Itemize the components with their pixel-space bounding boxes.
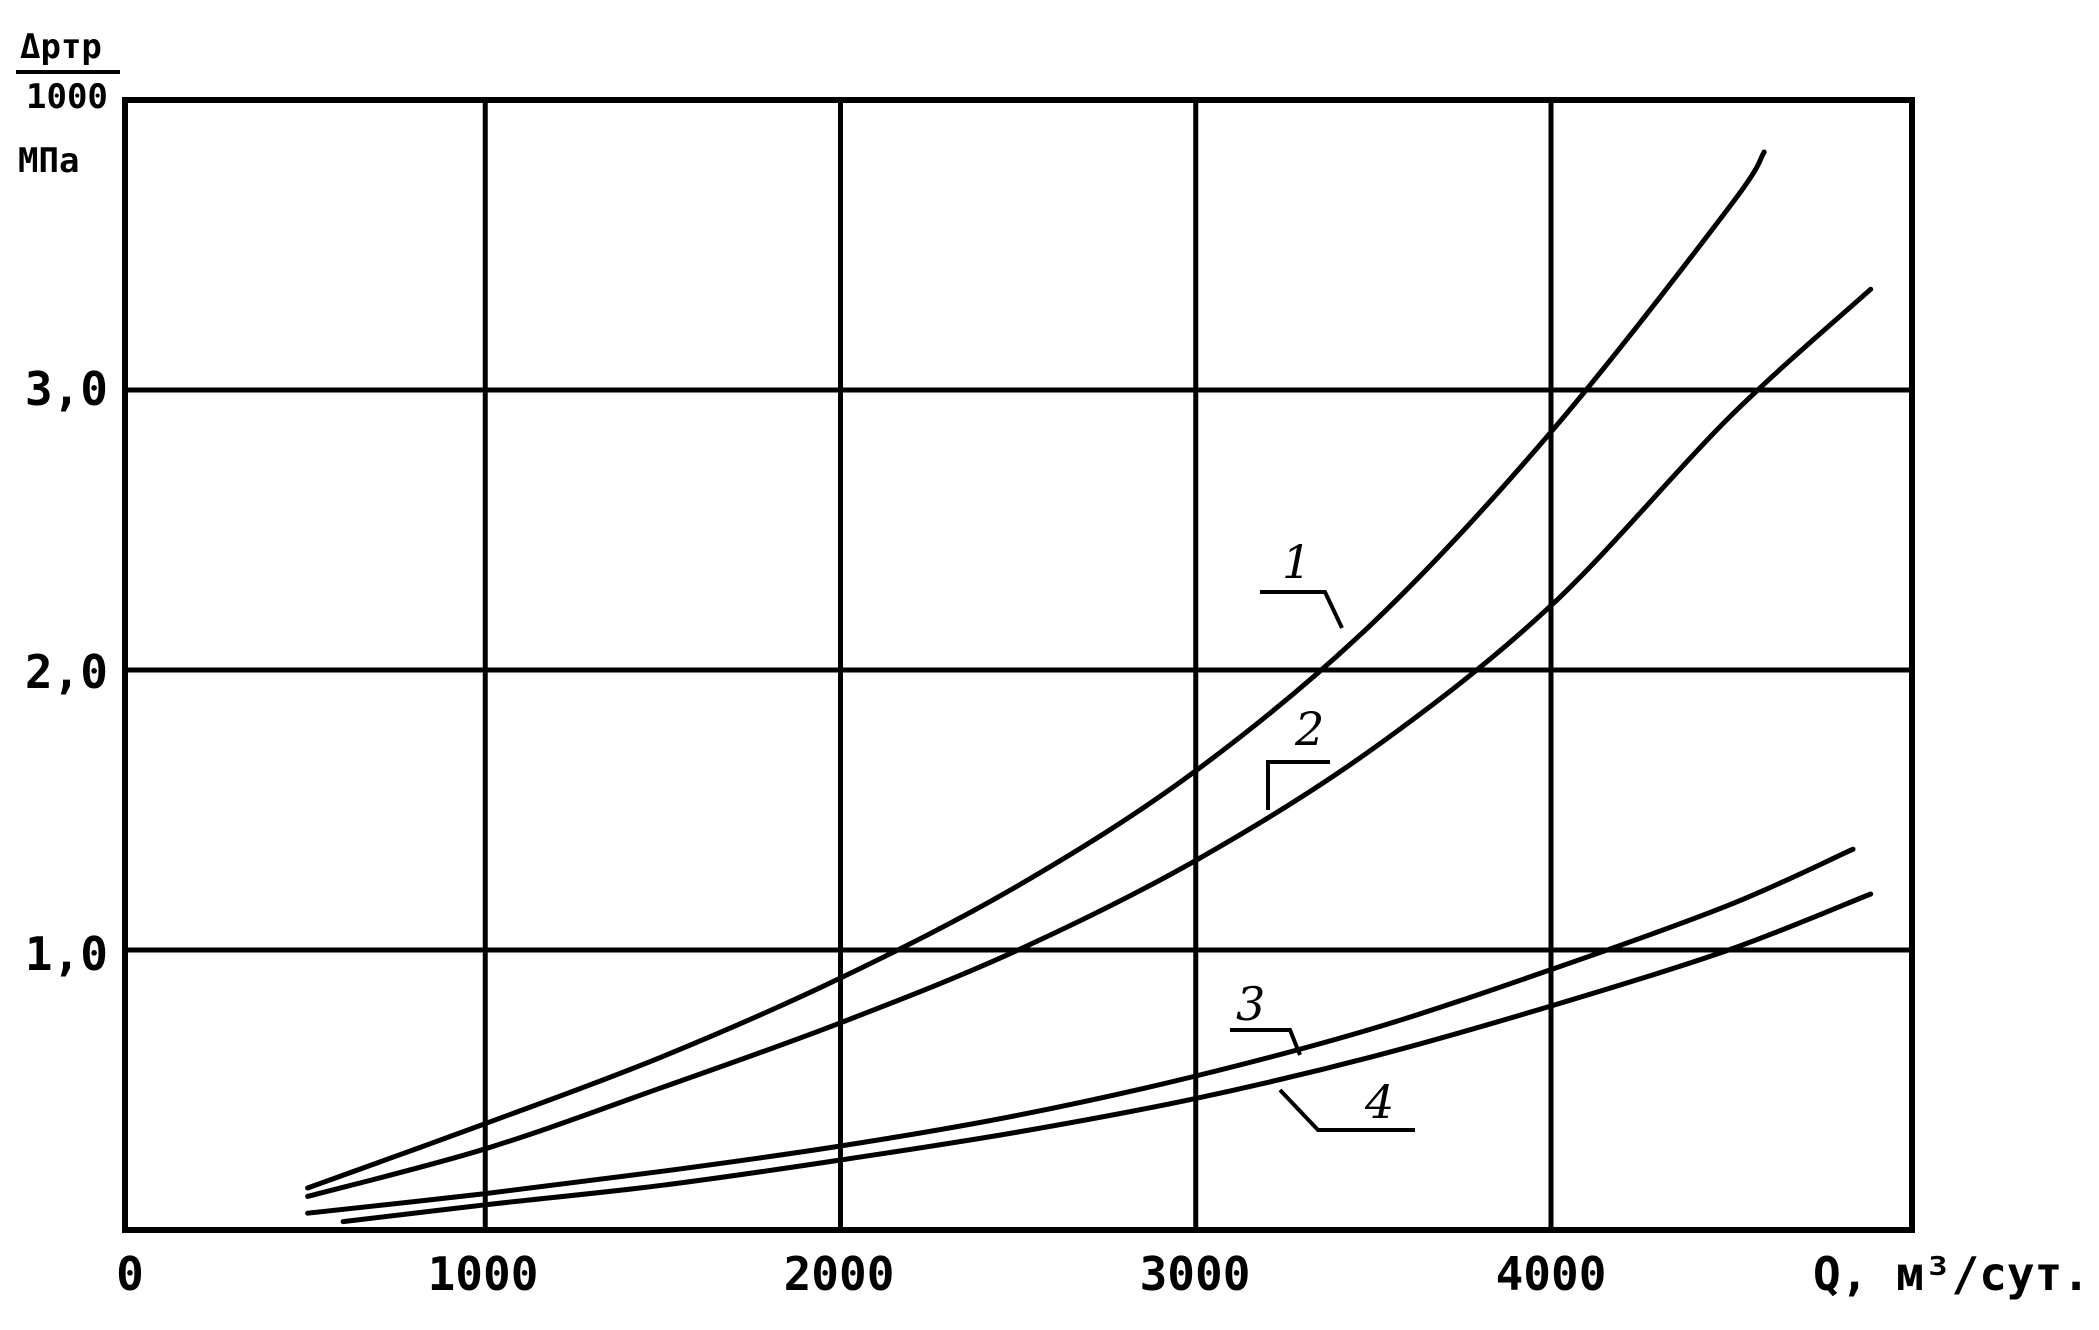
y-axis-label-unit: МПа (18, 141, 79, 181)
curve-label-4-leader (1278, 1088, 1415, 1132)
series-layer (305, 149, 1874, 1225)
x-axis-label: Q, м³/сут. (1813, 1247, 2090, 1301)
curve-label-4: 4 (1278, 1075, 1415, 1132)
y-axis-label-numerator: Δpтр (20, 27, 102, 67)
y-tick-label-3: 3,0 (25, 362, 108, 416)
series-line-4 (340, 891, 1874, 1225)
x-tick-label-1000: 1000 (428, 1247, 539, 1301)
curve-label-1: 1 (1260, 535, 1344, 629)
x-tick-label-2000: 2000 (784, 1247, 895, 1301)
plot-frame (122, 97, 1915, 1233)
curve-label-2: 2 (1266, 702, 1330, 810)
y-tick-label-1: 1,0 (25, 927, 108, 981)
y-axis-label-denominator: 1000 (26, 77, 108, 117)
curve-label-2-leader (1266, 760, 1330, 810)
curve-label-3-leader (1230, 1028, 1302, 1056)
x-tick-label-4000: 4000 (1496, 1247, 1607, 1301)
x-tick-label-0: 0 (116, 1247, 144, 1301)
series-line-3 (305, 846, 1856, 1216)
y-tick-label-2: 2,0 (25, 645, 108, 699)
curve-label-3: 3 (1230, 977, 1302, 1056)
curve-label-1-leader (1260, 590, 1344, 629)
x-tick-label-3000: 3000 (1140, 1247, 1251, 1301)
x-tick-labels: 0 1000 2000 3000 4000 (116, 1247, 1606, 1301)
curve-label-1-text: 1 (1282, 535, 1311, 589)
y-axis-label: Δpтр 1000 МПа (16, 27, 120, 181)
series-line-1 (305, 149, 1767, 1191)
y-tick-labels: 1,0 2,0 3,0 (25, 362, 108, 981)
grid (125, 100, 1912, 1230)
curve-label-3-text: 3 (1236, 977, 1265, 1031)
curve-label-2-text: 2 (1294, 702, 1324, 756)
curve-label-4-text: 4 (1364, 1075, 1394, 1129)
series-line-2 (305, 286, 1874, 1199)
